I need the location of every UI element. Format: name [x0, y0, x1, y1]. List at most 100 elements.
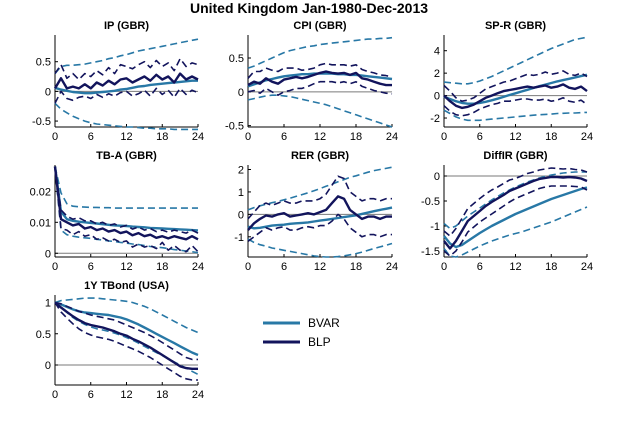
series-blp-line-3 [54, 301, 198, 370]
x-tick-label: 18 [350, 261, 362, 273]
series-bvar-band-2 [443, 206, 588, 258]
series-blp-band-4 [247, 62, 393, 79]
series-blp-line-3 [443, 83, 588, 110]
x-tick-label: 12 [509, 261, 521, 273]
y-tick-label: 0 [45, 360, 51, 372]
y-tick-label: 0.5 [36, 329, 51, 341]
panel-title: IP (GBR) [104, 20, 149, 32]
x-tick-label: 24 [386, 131, 398, 143]
legend-label-bvar: BVAR [308, 316, 340, 330]
figure-title: United Kingdom Jan-1980-Dec-2013 [190, 0, 428, 16]
x-tick-label: 24 [192, 131, 204, 143]
series-bvar-band-2 [247, 238, 393, 258]
series-bvar-band-1 [443, 36, 588, 85]
series-blp-band-5 [443, 185, 588, 257]
series-blp-band-4 [247, 175, 392, 220]
legend-label-blp: BLP [308, 335, 331, 349]
x-tick-label: 12 [120, 131, 132, 143]
x-tick-label: 6 [88, 261, 94, 273]
panel-title: TB-A (GBR) [96, 150, 157, 162]
x-tick-label: 18 [156, 261, 168, 273]
x-tick-label: 6 [88, 389, 94, 401]
y-tick-label: 4 [434, 46, 440, 58]
series-blp-band-5 [54, 166, 199, 253]
series-bvar-band-2 [54, 102, 198, 131]
series-bvar-band-1 [54, 38, 199, 75]
x-tick-label: 18 [350, 131, 362, 143]
y-tick-label: 0 [45, 248, 51, 260]
y-tick-label: 0.5 [229, 53, 244, 65]
series-blp-line-3 [247, 195, 392, 231]
series-blp-line-3 [443, 175, 588, 250]
x-tick-label: 6 [281, 131, 287, 143]
y-tick-label: 0.5 [36, 57, 51, 69]
series-bvar-band-1 [247, 36, 393, 69]
x-tick-label: 12 [314, 261, 326, 273]
x-tick-label: 24 [386, 261, 398, 273]
y-tick-label: -1 [430, 221, 440, 233]
x-tick-label: 24 [581, 131, 593, 143]
panel-title: CPI (GBR) [293, 20, 347, 32]
x-tick-label: 18 [545, 131, 557, 143]
series-blp-line-3 [247, 70, 392, 87]
panel-2: CPI (GBR)0 6 12 18 24-0.500.5 [225, 20, 398, 143]
legend: BVAR BLP [263, 316, 340, 349]
panel-4: TB-A (GBR) 0 6 12 18 24 0 0.01 0.02 [30, 150, 205, 273]
panel-6: DiffIR (GBR) 0 6 12 18 24 -1.5 -1 -0.5 0 [421, 150, 593, 273]
x-tick-label: 12 [120, 261, 132, 273]
panel-7: 1Y TBond (USA) 0 6 12 18 24 0 0.5 1 [36, 280, 204, 401]
y-tick-label: -2 [430, 113, 440, 125]
series-blp-band-4 [54, 301, 198, 361]
series-blp-band-4 [443, 70, 588, 102]
series-bvar-band-1 [443, 171, 587, 230]
x-tick-label: 0 [52, 131, 58, 143]
x-tick-label: 6 [88, 131, 94, 143]
y-tick-label: -0.5 [421, 196, 440, 208]
x-tick-label: 0 [245, 261, 251, 273]
series-blp-band-5 [54, 87, 199, 104]
series-bvar-band-2 [54, 166, 199, 254]
y-tick-label: 2 [238, 164, 244, 176]
panel-title: DiffIR (GBR) [483, 150, 547, 162]
x-tick-label: 0 [52, 389, 58, 401]
series-blp-band-5 [443, 97, 588, 117]
panel-title: RER (GBR) [291, 150, 349, 162]
y-tick-label: 0.02 [30, 186, 51, 198]
series-blp-line-3 [53, 72, 199, 90]
y-tick-label: 0 [238, 87, 244, 99]
y-tick-label: -0.5 [32, 116, 51, 128]
y-tick-label: 0 [238, 209, 244, 221]
series-bvar-band-1 [54, 166, 198, 209]
y-tick-label: -1.5 [421, 246, 440, 258]
y-tick-label: 0.01 [30, 217, 51, 229]
x-tick-label: 12 [314, 131, 326, 143]
x-tick-label: 0 [441, 261, 447, 273]
x-tick-label: 24 [192, 389, 204, 401]
x-tick-label: 0 [245, 131, 251, 143]
x-tick-label: 24 [192, 261, 204, 273]
series-bvar-band-2 [443, 109, 588, 122]
x-tick-label: 6 [477, 131, 483, 143]
y-tick-label: 0 [45, 86, 51, 98]
x-tick-label: 6 [477, 261, 483, 273]
x-tick-label: 12 [509, 131, 521, 143]
series-blp-band-4 [54, 57, 199, 81]
panel-1: IP (GBR)0 6 12 18 24-0.500.5 [32, 20, 204, 143]
y-tick-label: 2 [434, 68, 440, 80]
series-bvar-line-0 [443, 186, 588, 249]
y-tick-label: 0 [434, 171, 440, 183]
series-bvar-band-1 [54, 297, 199, 334]
series-blp-band-5 [247, 80, 393, 96]
x-tick-label: 18 [156, 389, 168, 401]
series-blp-band-5 [247, 213, 392, 242]
series-blp-band-4 [443, 167, 588, 237]
series-bvar-line-0 [53, 166, 199, 232]
series-bvar-line-0 [443, 73, 588, 105]
series-bvar-band-2 [247, 94, 393, 128]
y-tick-label: 1 [238, 187, 244, 199]
series-blp-line-3 [53, 166, 199, 241]
y-tick-label: 1 [45, 298, 51, 310]
